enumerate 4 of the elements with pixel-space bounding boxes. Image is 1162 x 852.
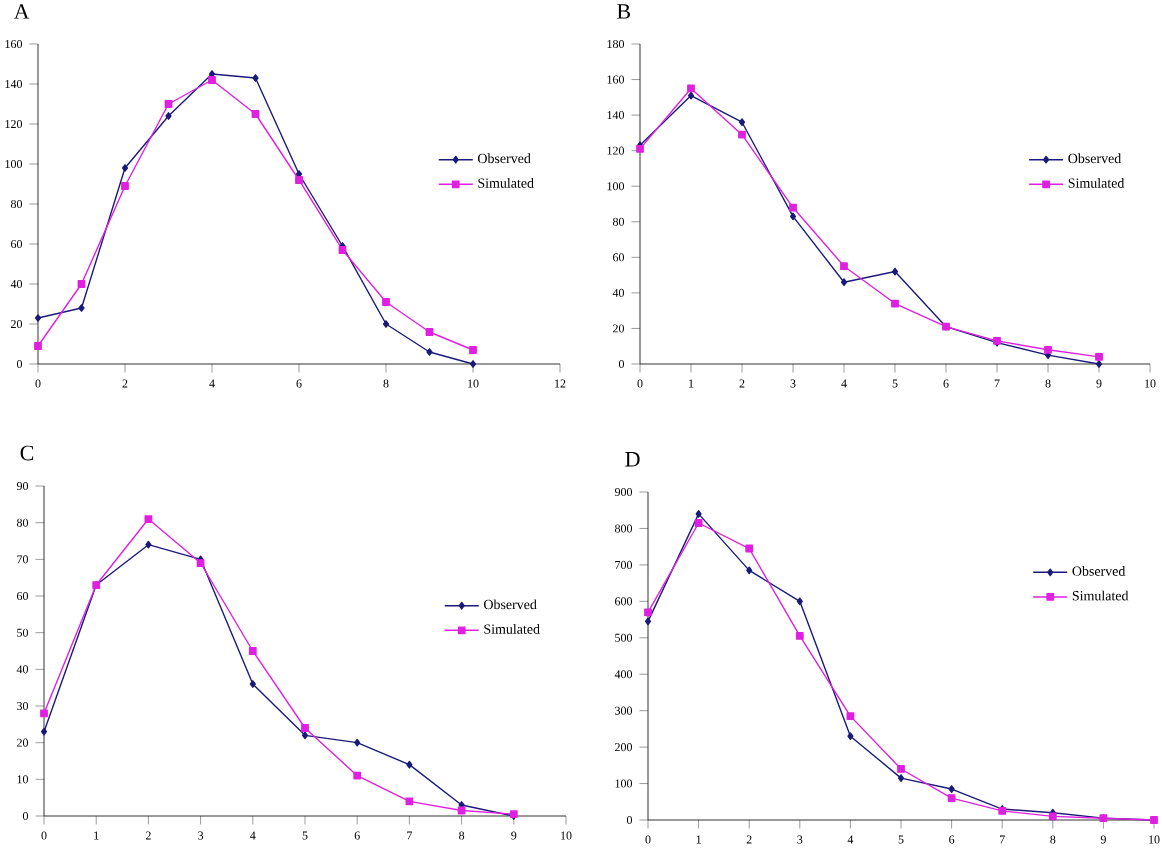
chart-title: A [13, 4, 30, 19]
chart-title: B [617, 4, 630, 19]
chart-title: C [20, 445, 34, 461]
chart-title: D [625, 452, 640, 467]
